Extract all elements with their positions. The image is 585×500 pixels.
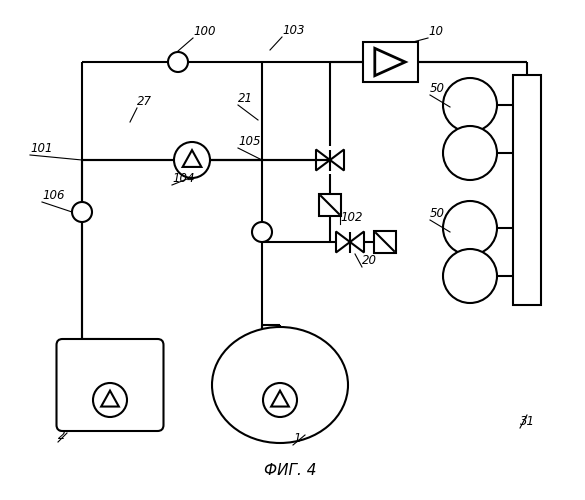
Text: 10: 10 — [428, 25, 443, 38]
Bar — [363, 42, 418, 82]
Bar — [374, 231, 396, 253]
Circle shape — [252, 222, 272, 242]
Text: 20: 20 — [362, 254, 377, 267]
Text: 100: 100 — [193, 25, 215, 38]
Text: 105: 105 — [238, 135, 260, 148]
Circle shape — [443, 201, 497, 255]
Text: 50: 50 — [430, 207, 445, 220]
Text: 31: 31 — [520, 415, 535, 428]
Circle shape — [443, 126, 497, 180]
Ellipse shape — [212, 327, 348, 443]
Text: 27: 27 — [137, 95, 152, 108]
Text: 101: 101 — [30, 142, 53, 155]
Text: 106: 106 — [42, 189, 64, 202]
Text: ФИГ. 4: ФИГ. 4 — [264, 463, 316, 478]
Text: 50: 50 — [430, 82, 445, 95]
Bar — [319, 194, 341, 216]
Bar — [513, 75, 541, 305]
Text: 103: 103 — [282, 24, 305, 37]
Circle shape — [443, 78, 497, 132]
Circle shape — [72, 202, 92, 222]
Circle shape — [93, 383, 127, 417]
Text: 104: 104 — [172, 172, 194, 185]
FancyBboxPatch shape — [57, 339, 163, 431]
Text: 1: 1 — [293, 432, 301, 445]
Text: 2: 2 — [58, 429, 66, 442]
Circle shape — [263, 383, 297, 417]
Circle shape — [443, 249, 497, 303]
Circle shape — [168, 52, 188, 72]
Text: 21: 21 — [238, 92, 253, 105]
Text: 102: 102 — [340, 211, 363, 224]
Circle shape — [174, 142, 210, 178]
